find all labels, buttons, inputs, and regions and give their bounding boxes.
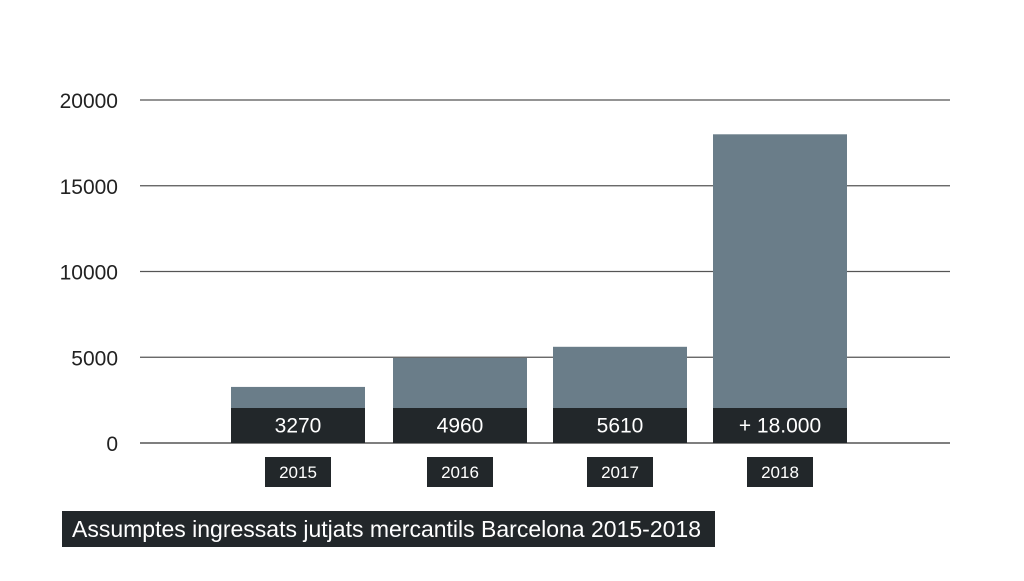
bar	[713, 134, 847, 444]
bar-value-label: 3270	[275, 415, 322, 438]
y-tick-label: 10000	[60, 262, 118, 285]
x-tick-box	[265, 457, 331, 487]
y-tick-label: 5000	[71, 347, 118, 370]
bar-value-label: + 18.000	[739, 415, 821, 438]
x-tick-box	[427, 457, 493, 487]
x-tick-label: 2017	[601, 463, 639, 482]
bar-value-band	[553, 408, 687, 443]
x-tick-label: 2016	[441, 463, 479, 482]
bar-value-label: 4960	[437, 415, 484, 438]
x-tick-label: 2018	[761, 463, 799, 482]
y-tick-label: 0	[106, 433, 118, 456]
x-tick-box	[587, 457, 653, 487]
bar-value-band	[713, 408, 847, 443]
x-tick-box	[747, 457, 813, 487]
bar-value-band	[231, 408, 365, 443]
y-tick-label: 20000	[60, 90, 118, 113]
bar-value-band	[393, 408, 527, 443]
chart-title: Assumptes ingressats jutjats mercantils …	[62, 511, 715, 547]
y-tick-label: 15000	[60, 176, 118, 199]
x-tick-label: 2015	[279, 463, 317, 482]
bar-value-label: 5610	[597, 415, 644, 438]
